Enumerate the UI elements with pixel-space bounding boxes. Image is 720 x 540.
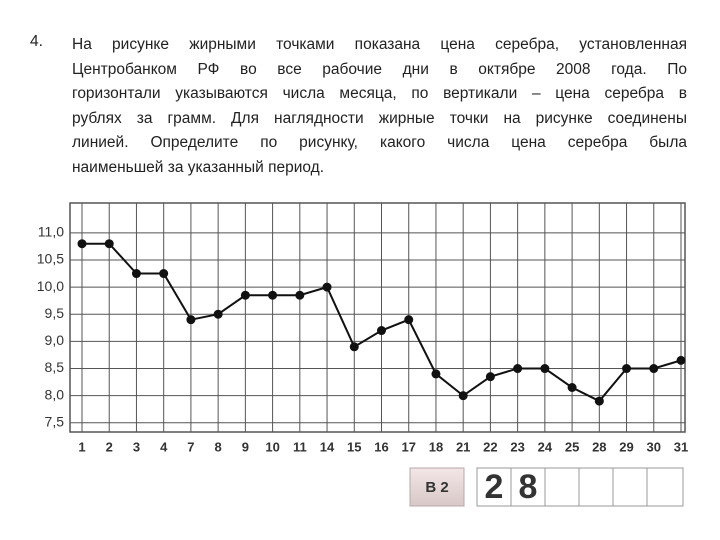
price-point (159, 269, 169, 279)
x-tick-label: 24 (538, 439, 553, 454)
price-point (104, 239, 114, 249)
answer-label-box (409, 467, 465, 507)
problem-text: На рисунке жирными точками показана цена… (72, 33, 687, 180)
price-point (458, 391, 468, 401)
x-tick-label: 8 (215, 439, 222, 454)
x-tick-label: 22 (483, 439, 497, 454)
price-point (431, 369, 441, 379)
x-tick-label: 17 (401, 439, 415, 454)
price-point (377, 326, 386, 336)
answer-digit: 8 (519, 468, 538, 506)
x-tick-label: 15 (347, 439, 361, 454)
x-tick-label: 31 (674, 439, 688, 454)
x-tick-label: 21 (456, 439, 470, 454)
x-tick-label: 1 (78, 439, 85, 454)
x-tick-label: 29 (619, 439, 633, 454)
x-tick-label: 23 (510, 439, 524, 454)
x-tick-label: 30 (647, 439, 661, 454)
x-tick-label: 28 (592, 439, 606, 454)
y-tick-label: 7,5 (45, 413, 65, 429)
price-point (649, 364, 659, 374)
answer-cells (476, 467, 684, 507)
y-tick-label: 10,5 (37, 251, 64, 267)
answer-box: В 2 (409, 467, 684, 507)
answer-label: В 2 (425, 479, 448, 496)
y-tick-label: 11,0 (38, 224, 64, 240)
y-tick-label: 9,0 (45, 332, 65, 348)
problem-line: рублях за грамм. Для наглядности жирные … (72, 109, 687, 127)
x-tick-label: 11 (293, 439, 307, 454)
x-tick-label: 10 (265, 439, 279, 454)
problem-line: линией. Определите по рисунку, какого чи… (72, 134, 687, 151)
y-tick-label: 9,5 (45, 305, 65, 321)
x-tick-label: 18 (429, 439, 443, 454)
price-point (322, 282, 332, 292)
price-point (567, 383, 577, 393)
x-tick-label: 25 (565, 439, 579, 454)
price-point (268, 290, 278, 300)
price-point (295, 290, 305, 300)
x-tick-label: 3 (133, 439, 140, 454)
problem-line: наименьшей за указанный период. (72, 158, 324, 176)
x-tick-label: 2 (106, 439, 113, 454)
price-point (676, 355, 686, 365)
y-tick-label: 10,0 (37, 278, 64, 294)
problem-line: На рисунке жирными точками показана цена… (72, 36, 687, 53)
x-tick-label: 14 (320, 439, 335, 454)
price-point (404, 315, 414, 325)
price-point (622, 364, 632, 374)
price-point (131, 269, 141, 279)
x-tick-label: 4 (160, 439, 168, 454)
answer-digit: 2 (485, 468, 504, 506)
price-point (213, 309, 223, 319)
price-point (485, 372, 495, 382)
problem-line: Центробанком РФ во все рабочие дни в окт… (72, 60, 687, 78)
x-tick-label: 16 (374, 439, 388, 454)
problem-line: горизонтали указываются числа месяца, по… (72, 85, 687, 102)
price-point (513, 364, 523, 374)
x-tick-label: 9 (242, 439, 249, 454)
price-point (349, 342, 359, 352)
price-point (240, 290, 250, 300)
price-point (186, 315, 196, 325)
problem-number: 4. (30, 33, 43, 50)
y-tick-label: 8,5 (45, 359, 65, 375)
price-point (540, 364, 550, 374)
price-point (594, 396, 604, 406)
x-tick-label: 7 (187, 439, 194, 454)
y-tick-label: 8,0 (45, 386, 65, 402)
plot-frame (69, 202, 686, 433)
price-point (77, 239, 87, 249)
